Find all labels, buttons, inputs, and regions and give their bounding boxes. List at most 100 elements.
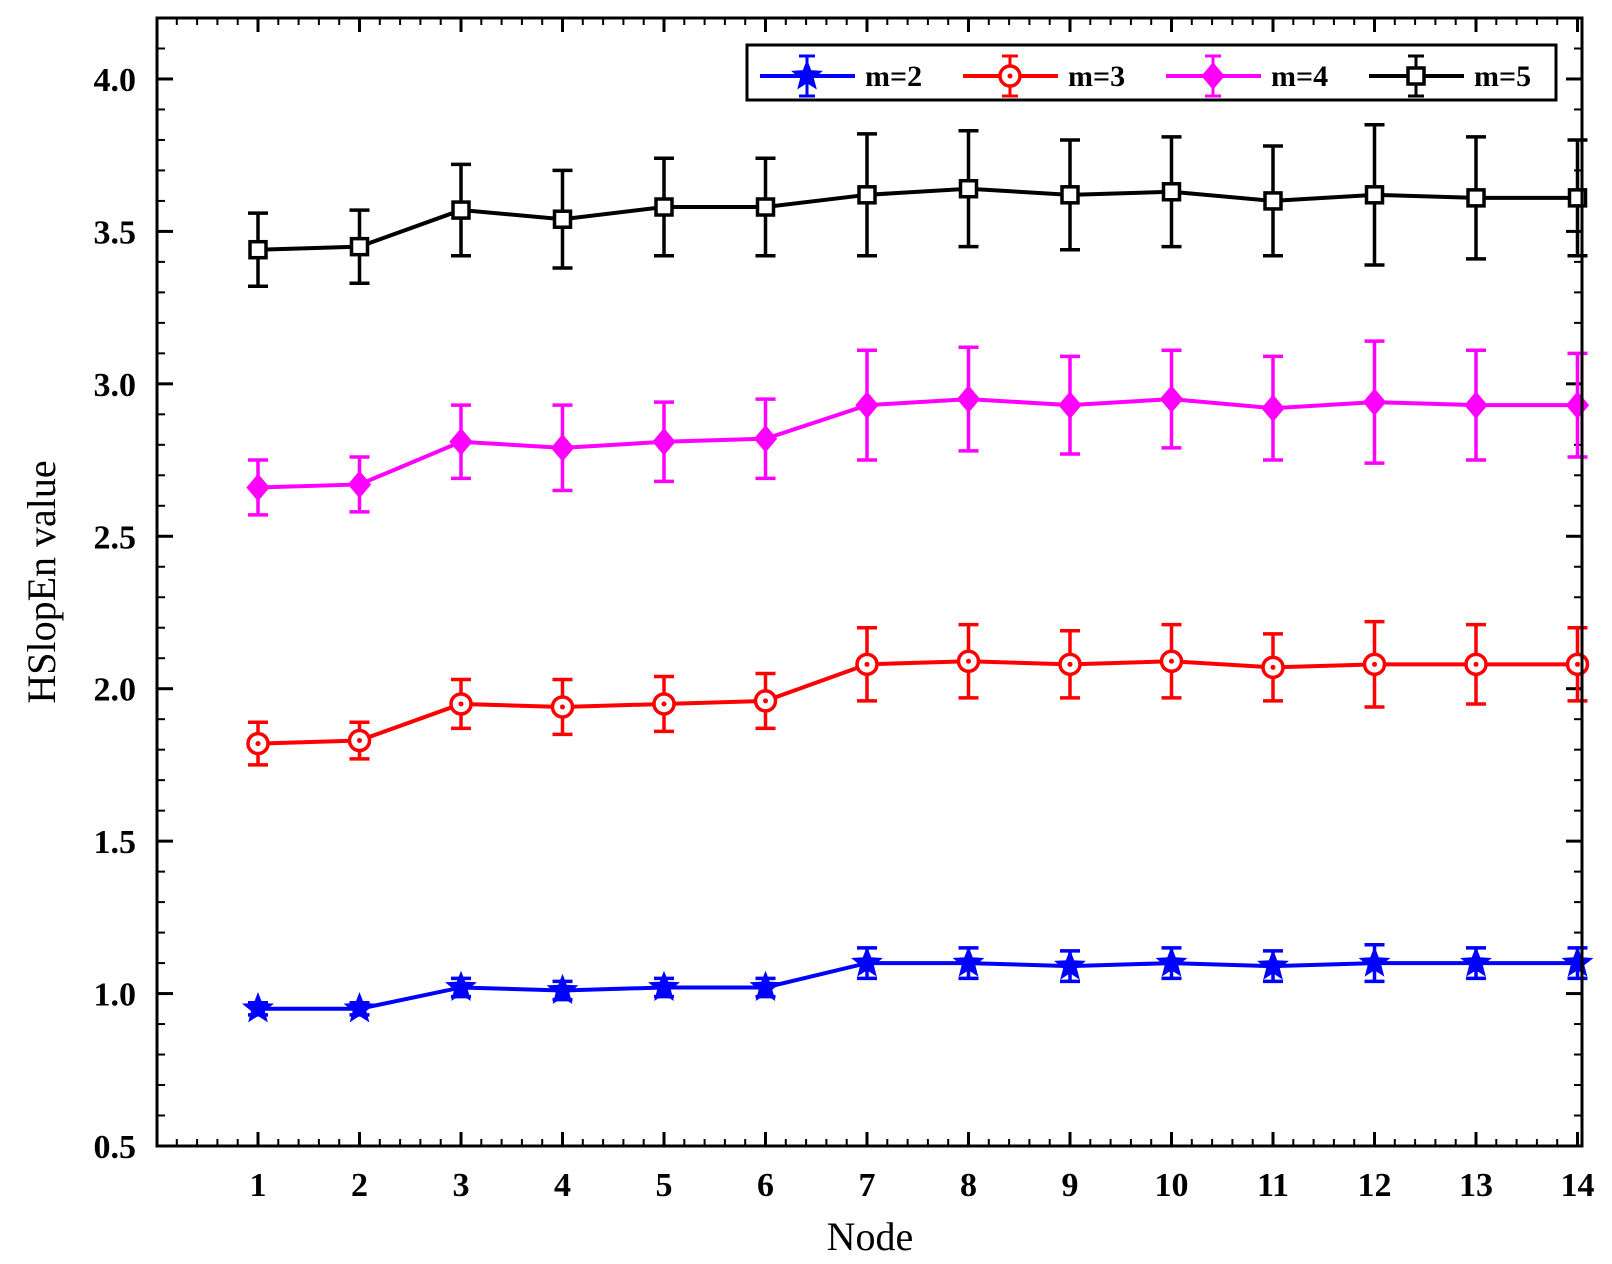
data-point [1358,946,1391,977]
data-point [1466,188,1486,208]
series-line [257,186,1578,252]
data-point [349,236,370,257]
data-point [451,200,471,220]
data-point [857,185,877,205]
data-point-dot [1473,661,1479,667]
legend-label: m=5 [1474,60,1531,93]
data-point-dot [560,704,565,710]
data-point-dot [458,701,464,707]
series-m=2 [242,943,1594,1023]
data-point-dot [1270,664,1276,670]
legend-item-m=5: m=5 [1369,54,1531,98]
x-tick-label: 12 [1358,1167,1392,1204]
data-point-dot [661,701,667,707]
data-point-dot [1169,658,1174,664]
legend-marker [1201,62,1225,90]
series-line [257,659,1578,746]
data-point [1263,191,1283,211]
data-point [1362,388,1387,416]
data-point [956,385,981,413]
data-point [1159,385,1184,413]
data-point-dot [255,741,261,747]
data-point-dot [966,658,971,664]
data-point [654,197,674,217]
x-tick-label: 1 [250,1167,267,1204]
data-point [449,427,473,456]
y-axis-label: HSlopEn value [19,460,64,703]
y-tick-label: 3.5 [94,214,137,251]
x-tick-label: 9 [1062,1167,1079,1204]
data-point [1257,949,1289,980]
data-point [347,470,372,499]
data-point-dot [1372,661,1377,667]
data-point [1261,394,1285,423]
data-point [1561,946,1594,977]
data-point [652,427,676,456]
data-point [855,391,879,419]
data-point [1460,946,1492,977]
series-line [258,961,1578,1011]
y-tick-label: 1.0 [94,977,137,1014]
x-tick-label: 8 [960,1167,977,1204]
data-point [749,970,782,1002]
data-point [1060,185,1080,205]
x-tick-label: 7 [859,1167,876,1204]
data-point-dot [1575,661,1580,667]
data-point [343,991,376,1023]
data-point [1364,185,1385,205]
data-point [242,991,274,1023]
legend-label: m=2 [865,60,922,93]
series-m=3 [246,619,1590,767]
y-tick-label: 0.5 [94,1129,137,1166]
x-tick-label: 2 [351,1167,368,1204]
data-point [550,434,575,462]
legend-label: m=4 [1271,60,1328,93]
legend-item-m=3: m=3 [963,54,1125,98]
data-point [753,424,778,453]
data-point [648,970,680,1002]
data-point [755,197,776,217]
x-tick-label: 13 [1459,1167,1493,1204]
legend-marker [791,59,823,90]
x-tick-label: 3 [453,1167,470,1204]
x-axis-label: Node [827,1214,914,1259]
legend: m=2 m=3 m=4 m=5 [745,43,1558,102]
data-point-dot [763,698,768,704]
data-point [248,239,268,260]
data-point [1054,949,1086,980]
data-point-dot [357,738,362,744]
data-point [1161,182,1182,202]
legend-item-m=2: m=2 [760,54,922,98]
series-m=5 [248,122,1588,289]
legend-item-m=4: m=4 [1166,54,1328,98]
x-axis-ticks: 1 2 3 4 5 6 7 8 9 10 11 12 13 14 [250,18,1595,1204]
data-point-dot [864,661,870,667]
y-tick-label: 4.0 [94,62,137,99]
data-point [246,473,270,502]
legend-label: m=3 [1068,60,1125,93]
series-m=4 [246,339,1590,517]
data-point [958,178,979,199]
data-point [1058,391,1082,419]
y-tick-label: 1.5 [94,824,137,861]
y-tick-label: 2.0 [94,672,137,709]
plot-frame [155,16,1584,1148]
x-tick-label: 6 [757,1167,774,1204]
data-point [552,209,573,229]
data-point [1464,391,1488,419]
y-tick-label: 2.5 [94,519,137,556]
series-layer [242,122,1594,1023]
data-point [546,973,579,1005]
x-tick-label: 4 [554,1167,571,1204]
data-point [1155,946,1188,977]
x-tick-label: 10 [1155,1167,1189,1204]
y-axis-ticks: 0.5 1.0 1.5 2.0 2.5 3.0 3.5 4.0 [94,62,1582,1166]
y-tick-label: 3.0 [94,367,137,404]
data-point [851,946,883,977]
legend-marker [1406,66,1426,86]
x-tick-label: 14 [1561,1167,1595,1204]
data-point [952,946,985,977]
legend-marker-dot [1007,73,1013,79]
x-tick-label: 5 [656,1167,673,1204]
